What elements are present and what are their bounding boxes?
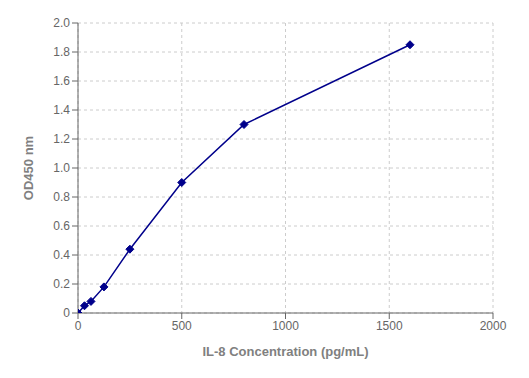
svg-text:500: 500 [172, 319, 192, 333]
svg-text:1.6: 1.6 [53, 74, 70, 88]
svg-text:1.0: 1.0 [53, 161, 70, 175]
svg-text:OD450 nm: OD450 nm [21, 136, 36, 200]
svg-text:0.4: 0.4 [53, 248, 70, 262]
svg-text:1.4: 1.4 [53, 103, 70, 117]
svg-text:1.2: 1.2 [53, 132, 70, 146]
svg-text:0: 0 [63, 306, 70, 320]
svg-text:0.2: 0.2 [53, 277, 70, 291]
svg-text:IL-8 Concentration (pg/mL): IL-8 Concentration (pg/mL) [202, 344, 368, 359]
svg-text:1.8: 1.8 [53, 45, 70, 59]
svg-text:2.0: 2.0 [53, 16, 70, 30]
svg-text:2000: 2000 [480, 319, 507, 333]
svg-text:0.6: 0.6 [53, 219, 70, 233]
svg-text:1500: 1500 [376, 319, 403, 333]
svg-text:1000: 1000 [272, 319, 299, 333]
svg-text:0: 0 [75, 319, 82, 333]
svg-text:0.8: 0.8 [53, 190, 70, 204]
